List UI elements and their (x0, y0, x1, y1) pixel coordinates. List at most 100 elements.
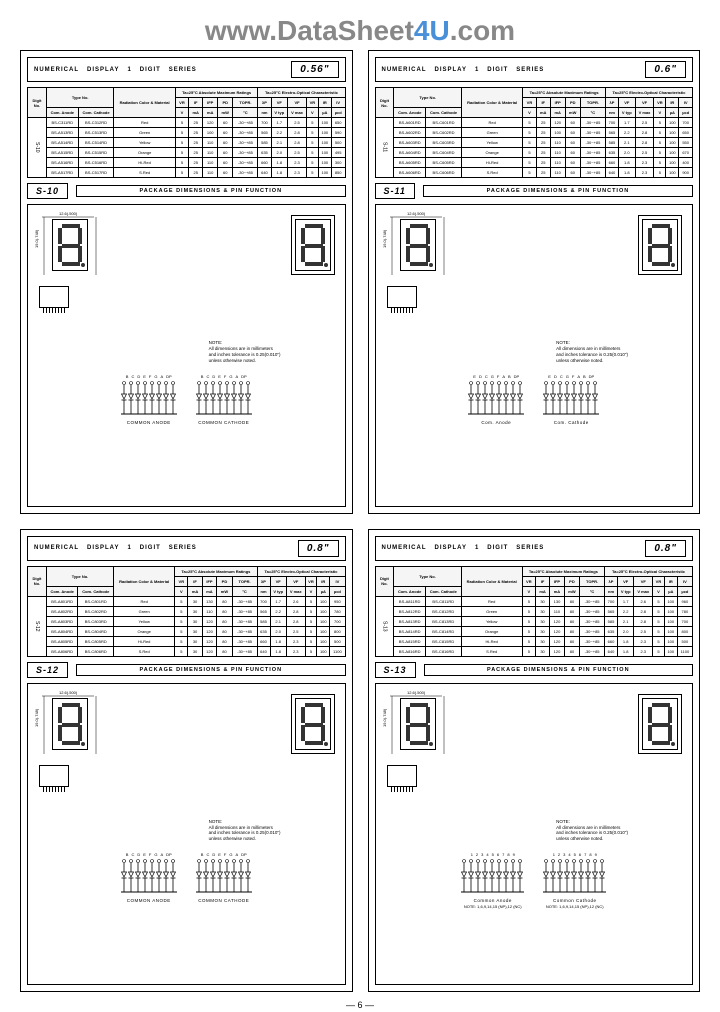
led-pin-diagram-icon (194, 858, 254, 896)
mechanical-drawing: 19.0(.748) 12.6(.500) (34, 211, 195, 370)
th-color: Radiation Color & Material (114, 566, 175, 596)
th-char: Ta=25°C Electro-Optical Characteristic (605, 566, 693, 576)
hdr-t3: 1 (127, 67, 131, 73)
pin-note-c: NOTE: 1,6,9,14,15 (NP),12 (NC) (541, 904, 608, 909)
svg-text:12.6(.500): 12.6(.500) (59, 211, 78, 216)
pin-labels-anode: BCDEFGADP (119, 374, 179, 379)
seven-segment-icon (295, 219, 331, 271)
th-digit: DigitNo. (375, 88, 394, 118)
digit-inset (638, 215, 682, 275)
hdr-t2: DISPLAY (435, 67, 467, 73)
size-box: 0.8" (645, 540, 686, 557)
caption-anode: Com. Anode (466, 420, 526, 425)
caption-anode: COMMON ANODE (119, 898, 179, 903)
th-ratings: Ta=25°C Absolute Maximum Ratings (523, 88, 606, 98)
pin-group-cathode: 123456789 Common Cathode NOTE: 1,6,9,14,… (541, 852, 608, 909)
table-row: BS-A814RDBS-C814RDOrange 53012080-30~+85… (375, 626, 693, 636)
svg-text:12.6(.500): 12.6(.500) (407, 690, 426, 695)
th-type: Type No. (46, 88, 114, 108)
size-box: 0.6" (645, 61, 686, 78)
hdr-t2: DISPLAY (87, 67, 119, 73)
table-row: S-10BS-C311RDBS-C312RDRed 52512060-30~+8… (28, 118, 346, 128)
section-header: NUMERICAL DISPLAY 1 DIGIT SERIES 0.8" (375, 536, 694, 561)
table-row: BS-A815RDBS-C815RDHi-Red 53012080-30~+85… (375, 636, 693, 646)
table-row: BS-A805RDBS-C805RDHi-Red 53012080-30~+85… (28, 636, 346, 646)
table-row: BS-A602RDBS-C602RDGreen 52510060-30~+85 … (375, 128, 693, 138)
th-type: Type No. (394, 88, 462, 108)
digit-inset (638, 694, 682, 754)
note-text: NOTE: All dimensions are in millimeters … (556, 340, 682, 363)
pkg-header: S-11 PACKAGE DIMENSIONS & PIN FUNCTION (375, 183, 694, 199)
diagram-area: 19.0(.748) 12.6(.500) NOTE: All dimensio… (375, 204, 694, 507)
pin-group-cathode: EDCGFABDP Com. Cathode (541, 374, 601, 425)
hdr-t1: NUMERICAL (34, 67, 79, 73)
diagram-area: 19.0(.748) 12.6(.500) NOTE: All dimensio… (27, 204, 346, 507)
th-digit: DigitNo. (28, 566, 47, 596)
hdr-t4: DIGIT (140, 545, 161, 551)
pkg-header: S-10 PACKAGE DIMENSIONS & PIN FUNCTION (27, 183, 346, 199)
table-row: BS-A604RDBS-C604RDOrange 52511060-30~+85… (375, 148, 693, 158)
table-row: S-12BS-A801RDBS-C801RDRed 53013080-30~+8… (28, 596, 346, 606)
led-pin-diagram-icon (541, 380, 601, 418)
table-row: BS-A513RDBS-C513RDGreen 52510060-30~+85 … (28, 128, 346, 138)
led-pin-diagram-icon (194, 380, 254, 418)
pkg-header: S-12 PACKAGE DIMENSIONS & PIN FUNCTION (27, 662, 346, 678)
diagram-area: 19.0(.748) 12.6(.500) NOTE: All dimensio… (27, 683, 346, 986)
table-row: BS-A816RDBS-C816RDS.Red 53012080-30~+85 … (375, 646, 693, 656)
table-row: S-13BS-A811RDBS-C811RDRed 53013080-30~+8… (375, 596, 693, 606)
pkg-title: PACKAGE DIMENSIONS & PIN FUNCTION (423, 185, 693, 197)
hdr-t5: SERIES (169, 67, 197, 73)
row-head: S-11 (375, 118, 394, 178)
digit-inset (291, 215, 335, 275)
led-pin-diagram-icon (459, 858, 526, 896)
spec-table: DigitNo. Type No. Radiation Color & Mate… (27, 87, 346, 178)
th-digit: DigitNo. (375, 566, 394, 596)
note-text: NOTE: All dimensions are in millimeters … (209, 819, 335, 842)
th-type: Type No. (46, 566, 113, 586)
pin-diagrams: EDCGFABDP Com. Anode EDCGFABDP Com. Cath… (382, 374, 687, 425)
caption-cathode: Com. Cathode (541, 420, 601, 425)
hdr-t1: NUMERICAL (382, 545, 427, 551)
th-color: Radiation Color & Material (461, 88, 522, 118)
side-view-icon (387, 286, 417, 308)
pkg-id: S-12 (27, 662, 68, 678)
table-row: BS-A517RDBS-C517RDS.Red 52511060-30~+85 … (28, 168, 346, 178)
pin-labels-cathode: BCDEFGADP (194, 374, 254, 379)
pin-group-anode: BCDEFGADP COMMON ANODE (119, 852, 179, 903)
led-pin-diagram-icon (119, 858, 179, 896)
pkg-title: PACKAGE DIMENSIONS & PIN FUNCTION (76, 185, 345, 197)
pin-group-cathode: BCDEFGADP COMMON CATHODE (194, 852, 254, 903)
section-header: NUMERICAL DISPLAY 1 DIGIT SERIES 0.6" (375, 57, 694, 82)
table-row: BS-A804RDBS-C804RDOrange 53012080-30~+85… (28, 626, 346, 636)
table-row: BS-A605RDBS-C605RDHi-Red 52511060-30~+85… (375, 158, 693, 168)
svg-text:19.0(.748): 19.0(.748) (34, 708, 39, 727)
section-header: NUMERICAL DISPLAY 1 DIGIT SERIES 0.56" (27, 57, 346, 82)
page-body: NUMERICAL DISPLAY 1 DIGIT SERIES 0.56" D… (20, 50, 700, 992)
pin-group-anode: EDCGFABDP Com. Anode (466, 374, 526, 425)
note-text: NOTE: All dimensions are in millimeters … (556, 819, 682, 842)
hdr-t1: NUMERICAL (34, 545, 79, 551)
datasheet-section: NUMERICAL DISPLAY 1 DIGIT SERIES 0.56" D… (20, 50, 353, 514)
table-row: BS-A515RDBS-C515RDOrange 52511060-30~+85… (28, 148, 346, 158)
pin-note-a: NOTE: 1,6,9,14,15 (NP),12 (NC) (459, 904, 526, 909)
datasheet-section: NUMERICAL DISPLAY 1 DIGIT SERIES 0.6" Di… (368, 50, 701, 514)
datasheet-section: NUMERICAL DISPLAY 1 DIGIT SERIES 0.8" Di… (368, 529, 701, 993)
diagram-right: NOTE: All dimensions are in millimeters … (205, 211, 339, 370)
led-pin-diagram-icon (541, 858, 608, 896)
watermark-blue: 4U (414, 15, 450, 46)
pin-labels-anode: EDCGFABDP (466, 374, 526, 379)
table-row: BS-A514RDBS-C514RDYellow 52511060-30~+85… (28, 138, 346, 148)
led-pin-diagram-icon (466, 380, 526, 418)
diagram-right: NOTE: All dimensions are in millimeters … (205, 690, 339, 849)
svg-text:12.6(.500): 12.6(.500) (407, 211, 426, 216)
pin-labels-cathode: 123456789 (541, 852, 608, 857)
pkg-id: S-13 (375, 662, 416, 678)
watermark-prefix: www.DataSheet (205, 15, 414, 46)
pin-diagrams: 123456789 Common Anode NOTE: 1,6,9,14,15… (382, 852, 687, 909)
caption-cathode: COMMON CATHODE (194, 420, 254, 425)
hdr-t3: 1 (475, 67, 479, 73)
th-color: Radiation Color & Material (461, 566, 522, 596)
hdr-t4: DIGIT (487, 67, 508, 73)
pin-labels-cathode: EDCGFABDP (541, 374, 601, 379)
hdr-t5: SERIES (169, 545, 197, 551)
